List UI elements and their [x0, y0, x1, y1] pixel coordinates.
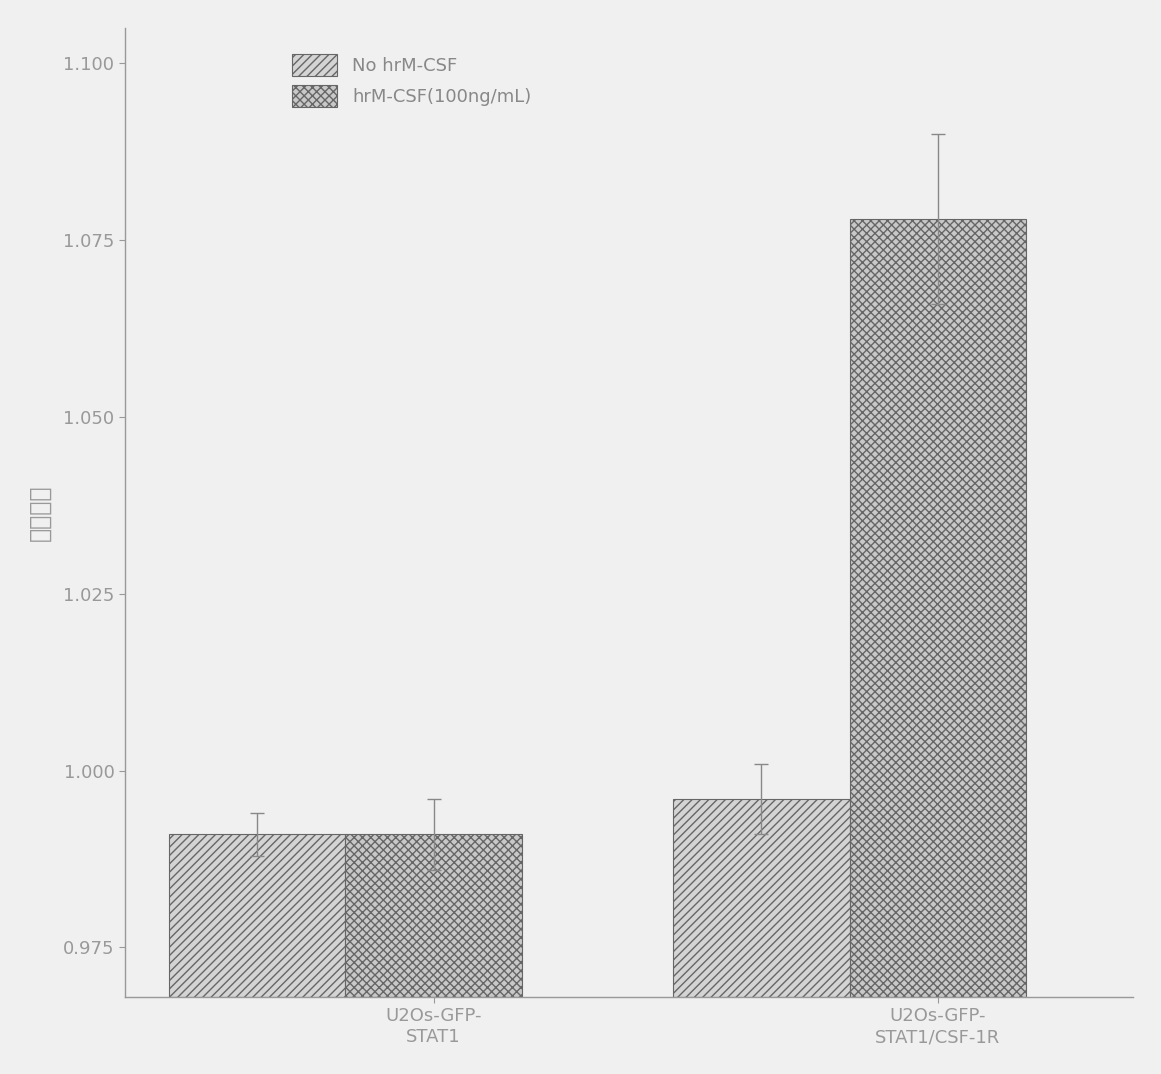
- Legend: No hrM-CSF, hrM-CSF(100ng/mL): No hrM-CSF, hrM-CSF(100ng/mL): [286, 46, 539, 114]
- Bar: [168, 834, 345, 997]
- Y-axis label: 转核指数: 转核指数: [28, 484, 52, 540]
- Bar: [673, 799, 850, 997]
- Bar: [850, 219, 1026, 997]
- Bar: [345, 834, 522, 997]
